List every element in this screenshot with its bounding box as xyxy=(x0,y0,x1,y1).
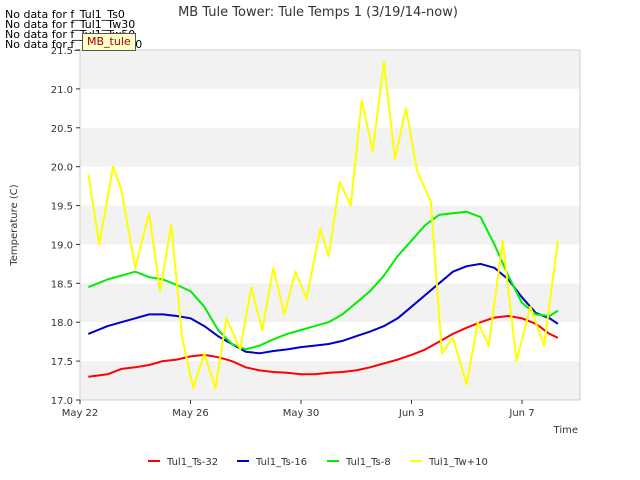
plot-background-bands xyxy=(80,50,580,400)
x-tick-label: Jun 3 xyxy=(398,408,424,419)
y-tick-label: 20.5 xyxy=(51,124,73,135)
plot-band xyxy=(80,205,580,245)
legend: Tul1_Ts-32 Tul1_Ts-16 Tul1_Ts-8 Tul1_Tw+10 xyxy=(148,457,488,468)
chart-title: MB Tule Tower: Tule Temps 1 (3/19/14-now… xyxy=(178,5,458,20)
plot-band xyxy=(80,127,580,167)
y-tick-label: 17.0 xyxy=(51,396,73,407)
y-tick-label: 18.0 xyxy=(51,318,73,329)
legend-label: Tul1_Ts-8 xyxy=(345,457,391,468)
plot-band xyxy=(80,88,580,128)
x-tick-label: May 26 xyxy=(172,408,209,419)
x-tick-label: May 22 xyxy=(62,408,99,419)
legend-label: Tul1_Tw+10 xyxy=(428,457,488,468)
no-data-message: No data for f_Tul1_Tw30 xyxy=(5,18,136,31)
x-axis-ticks: May 22 May 26 May 30 Jun 3 Jun 7 xyxy=(62,400,535,419)
y-tick-label: 21.5 xyxy=(51,46,73,57)
site-badge[interactable]: MB_tule xyxy=(82,33,136,51)
y-tick-label: 19.0 xyxy=(51,240,73,251)
series-line-tul1-ts-16 xyxy=(87,262,559,355)
y-axis-label: Temperature (C) xyxy=(9,184,20,266)
legend-label: Tul1_Ts-32 xyxy=(166,457,218,468)
y-tick-label: 19.5 xyxy=(51,202,73,213)
series-line-tul1-ts-32 xyxy=(88,315,559,378)
series-lines xyxy=(87,60,559,390)
y-tick-label: 17.5 xyxy=(51,357,73,368)
x-tick-label: May 30 xyxy=(283,408,320,419)
plot-area-frame xyxy=(79,49,581,401)
no-data-message: No data for f_Tul1_Tw100 xyxy=(5,38,143,51)
y-tick-label: 21.0 xyxy=(51,85,73,96)
x-axis-label: Time xyxy=(553,425,578,436)
plot-band xyxy=(80,50,580,89)
y-axis-ticks: 17.0 17.5 18.0 18.5 19.0 19.5 20.0 20.5 21.0 21.5 xyxy=(51,46,80,407)
y-tick-label: 20.0 xyxy=(51,163,73,174)
plot-band xyxy=(80,166,580,206)
series-line-tul1-tw-10 xyxy=(87,60,559,390)
series-line-tul1-ts-8 xyxy=(87,210,559,351)
plot-band xyxy=(80,361,580,400)
plot-band xyxy=(80,322,580,362)
y-tick-label: 18.5 xyxy=(51,279,73,290)
no-data-message: No data for f_Tul1_Tw50 xyxy=(5,28,136,41)
no-data-message: No data for f_Tul1_Ts0 xyxy=(5,8,125,21)
legend-label: Tul1_Ts-16 xyxy=(255,457,307,468)
x-tick-label: Jun 7 xyxy=(508,408,534,419)
